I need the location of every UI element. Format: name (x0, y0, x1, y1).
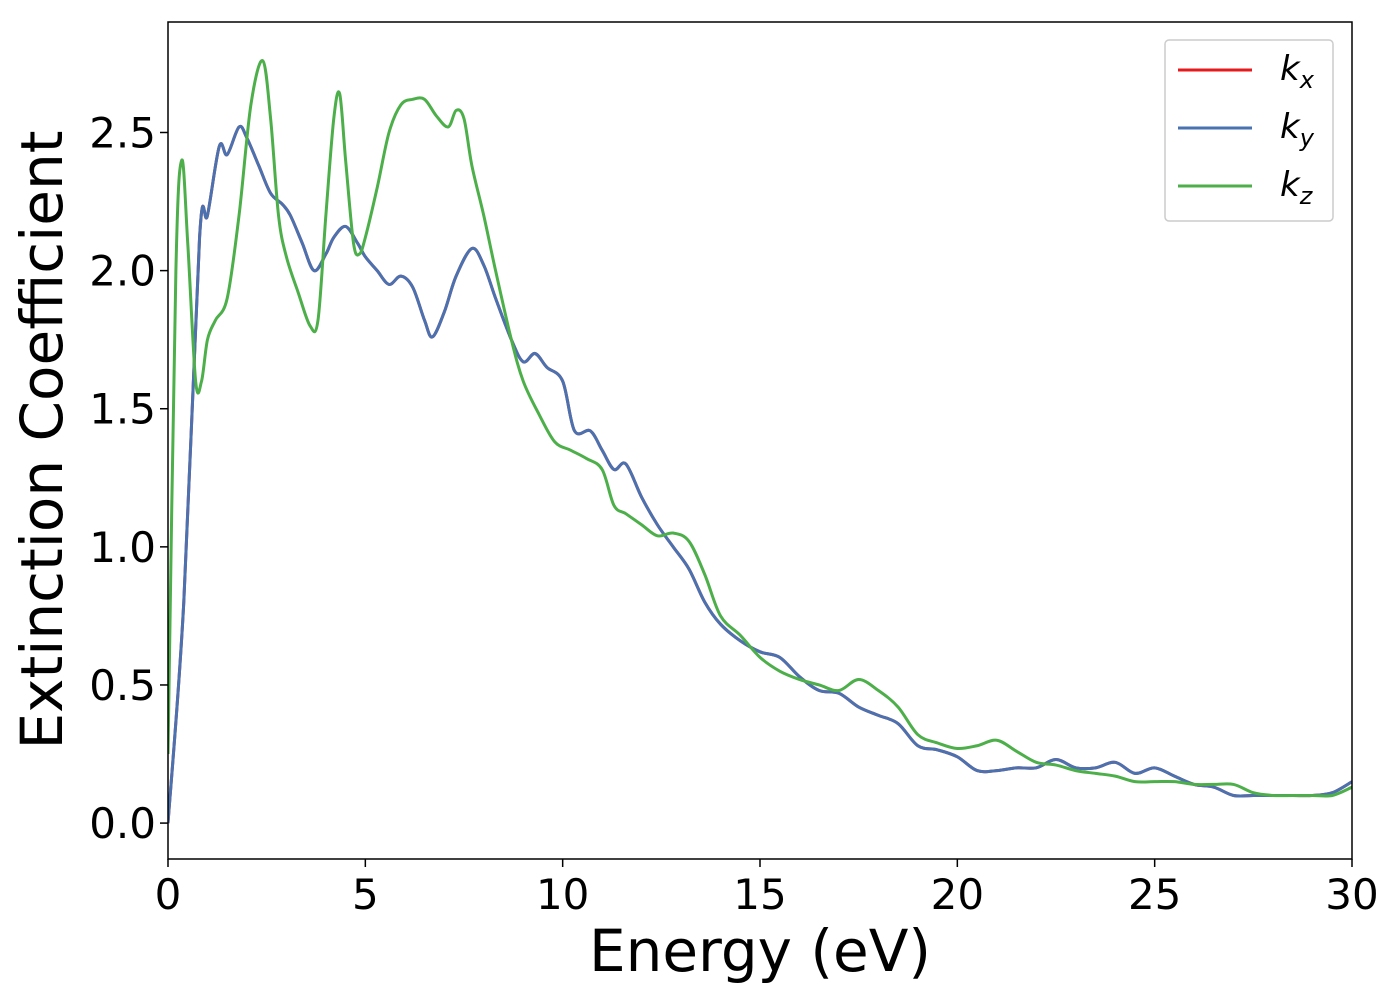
legend-box (1164, 39, 1334, 222)
x-tick-label: 25 (1128, 870, 1181, 919)
x-tick-label: 10 (536, 870, 589, 919)
x-axis-label: Energy (eV) (589, 917, 931, 985)
series-line-ky (168, 124, 1352, 824)
y-tick-label: 1.5 (89, 385, 156, 434)
y-tick-label: 0.0 (89, 799, 156, 848)
y-axis-label: Extinction Coefficient (8, 131, 76, 750)
x-tick-label: 0 (155, 870, 182, 919)
ticks-layer: 0 5 10 15 20 25 30 0.0 0.5 1.0 1.5 2.0 2.5 (89, 108, 1379, 919)
x-tick-label: 5 (352, 870, 379, 919)
series-line-kz (168, 59, 1352, 798)
y-tick-label: 1.0 (89, 523, 156, 572)
x-tick-label: 15 (733, 870, 786, 919)
x-tick-label: 20 (931, 870, 984, 919)
series-layer (168, 59, 1352, 824)
x-tick-label: 30 (1325, 870, 1378, 919)
y-tick-label: 0.5 (89, 661, 156, 710)
y-tick-label: 2.0 (89, 247, 156, 296)
y-tick-label: 2.5 (89, 108, 156, 157)
